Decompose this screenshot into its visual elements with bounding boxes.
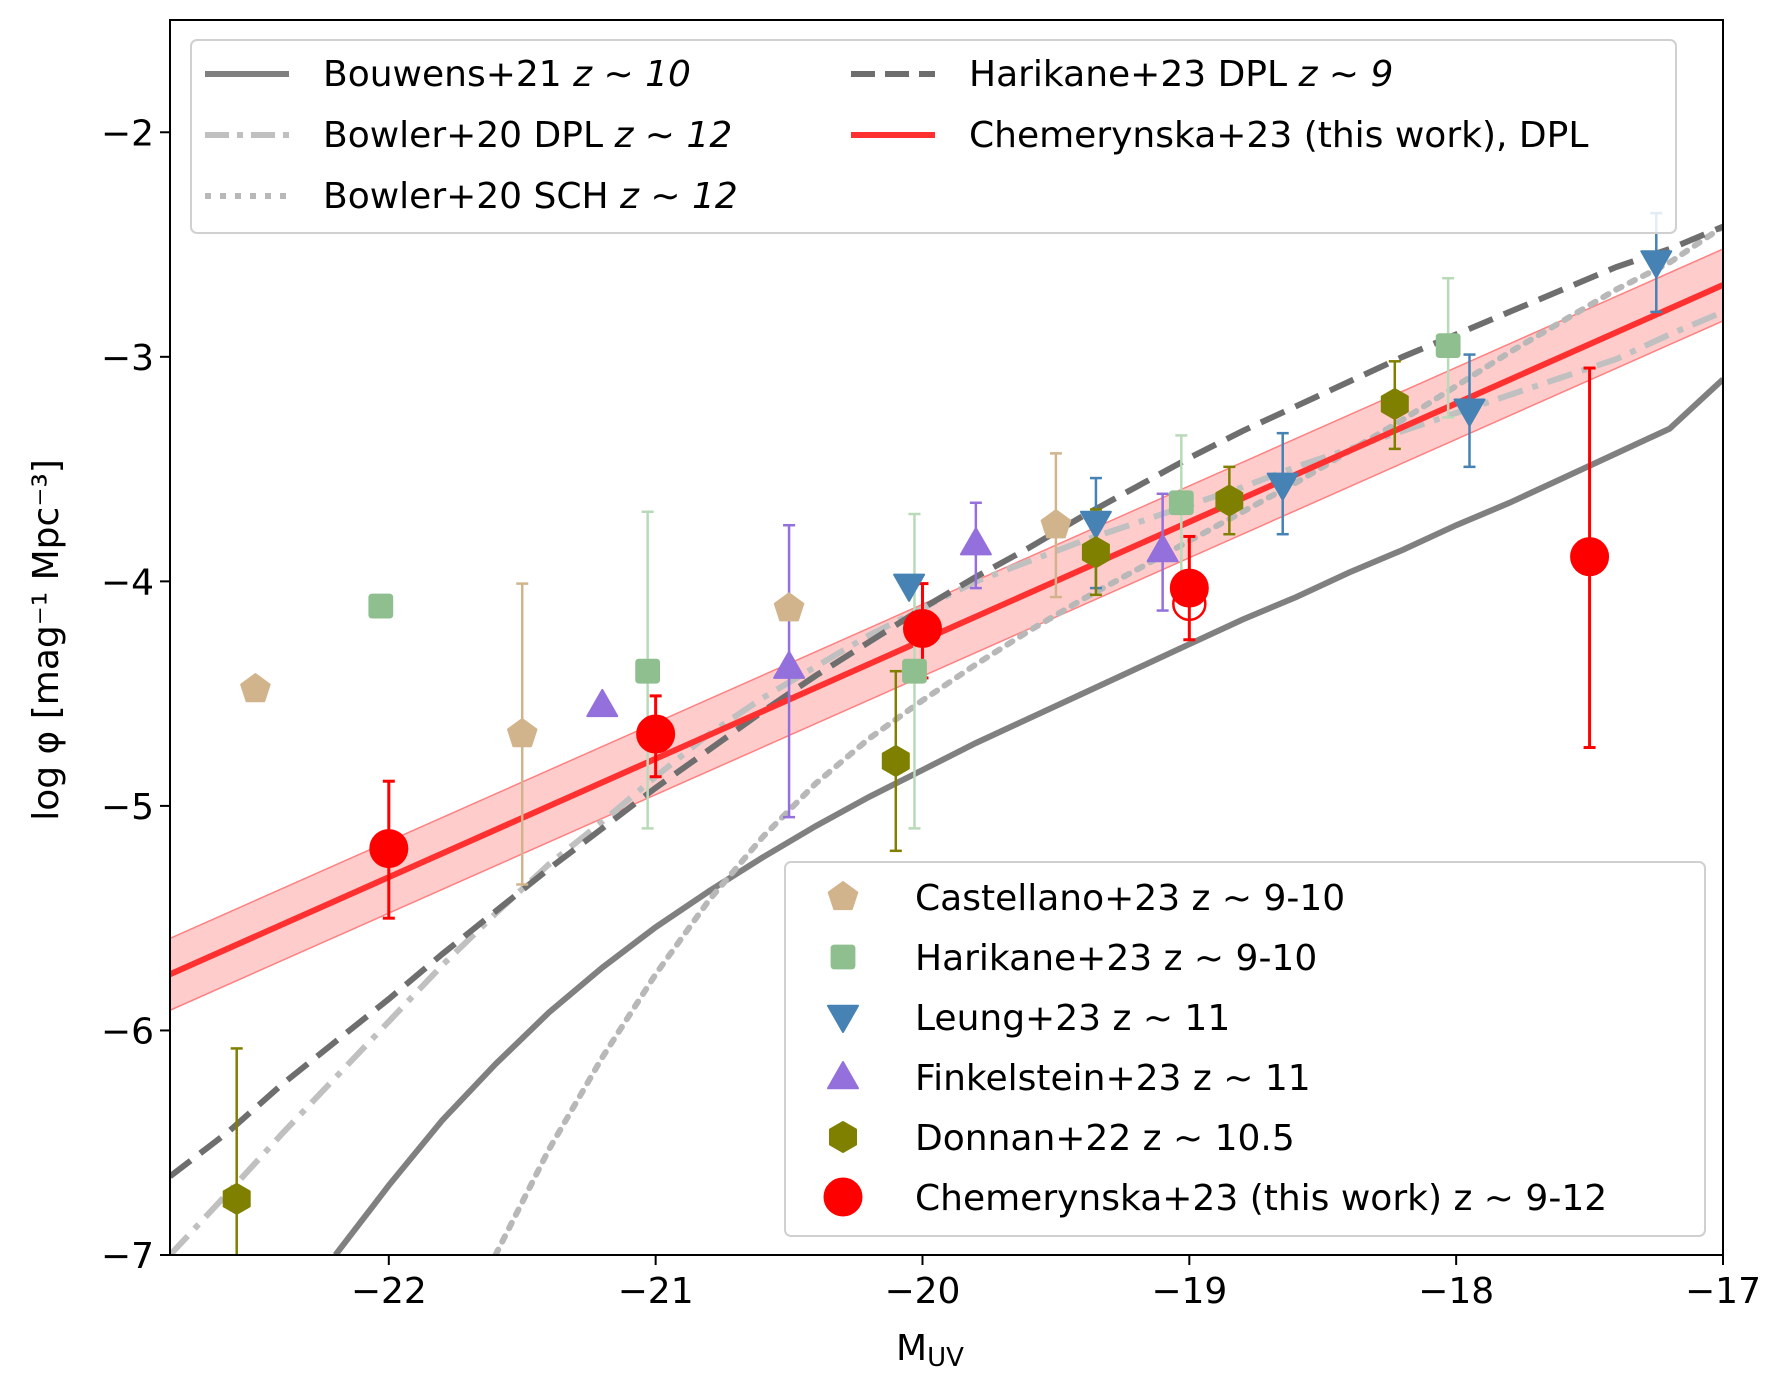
donnan-errorbar (230, 1047, 243, 1255)
chemerynska-legend-marker (823, 1177, 863, 1217)
chemerynska-marker (369, 829, 409, 869)
point-legend: Castellano+23 z ~ 9-10 Harikane+23 z ~ 9-… (784, 861, 1706, 1237)
bowler_sch-curve (492, 223, 1723, 1255)
castellano-marker (507, 718, 538, 748)
x-tick-label: −18 (1418, 1271, 1494, 1312)
y-tick-label: −3 (101, 338, 154, 379)
harikane-legend-marker (830, 944, 856, 970)
finkelstein-marker (1146, 533, 1179, 563)
x-tick-label: −17 (1685, 1271, 1761, 1312)
castellano-legend-marker (827, 881, 859, 911)
castellano-legend-label: Castellano+23 z ~ 9-10 (915, 878, 1345, 919)
y-axis-ticks: −7 −6 −5 −4 −3 −2 (101, 113, 170, 1277)
line-legend: Bouwens+21 z ∼ 10 Bowler+20 DPL z ∼ 12 Bow… (190, 39, 1677, 234)
castellano-marker (1040, 509, 1072, 539)
bowler_sch-legend-label: Bowler+20 SCH z ∼ 12 (323, 176, 738, 217)
donnan-marker (222, 1182, 251, 1215)
x-tick-label: −21 (618, 1271, 694, 1312)
leung-marker (1453, 398, 1486, 427)
chemerynska-marker (1570, 537, 1610, 577)
leung-legend-label: Leung+23 z ~ 11 (915, 998, 1230, 1039)
harikane-marker (368, 593, 394, 619)
finkelstein-marker (586, 688, 619, 718)
castellano-marker (773, 592, 805, 622)
chemerynska-marker (902, 609, 942, 649)
castellano-marker (240, 673, 271, 703)
donnan-marker (1215, 484, 1244, 517)
y-tick-label: −2 (101, 113, 154, 154)
leung-legend-marker (827, 1004, 859, 1033)
x-axis-label-sub: UV (927, 1343, 964, 1373)
x-axis-ticks: −22 −21 −20 −19 −18 −17 (351, 1255, 1761, 1312)
y-tick-label: −7 (101, 1236, 154, 1277)
chem_dpl-legend-label: Chemerynska+23 (this work), DPL (969, 115, 1588, 156)
chemerynska-legend-label: Chemerynska+23 (this work) z ~ 9-12 (915, 1178, 1607, 1219)
leung-marker (1266, 472, 1299, 501)
y-tick-label: −5 (101, 787, 154, 828)
y-tick-label: −6 (101, 1011, 154, 1052)
harikane-legend-label: Harikane+23 z ~ 9-10 (915, 938, 1317, 979)
harikane-marker (902, 658, 927, 684)
harikane-marker (635, 658, 661, 684)
finkelstein-marker (959, 527, 992, 556)
donnan-marker (1081, 536, 1110, 569)
finkelstein-legend-label: Finkelstein+23 z ~ 11 (915, 1058, 1311, 1099)
donnan-marker (881, 745, 910, 777)
x-tick-label: −22 (351, 1271, 427, 1312)
x-tick-label: −19 (1151, 1271, 1227, 1312)
chemerynska-marker (636, 714, 676, 754)
y-axis-label: log φ [mag⁻¹ Mpc⁻³] (26, 459, 67, 821)
x-axis-label: MUV (896, 1328, 964, 1373)
leung-marker (893, 573, 926, 602)
harikane_dpl-legend-label: Harikane+23 DPL z ∼ 9 (969, 54, 1393, 95)
plot-frame (169, 19, 1724, 1256)
x-tick-label: −20 (884, 1271, 960, 1312)
bouwens-legend-label: Bouwens+21 z ∼ 10 (323, 54, 691, 95)
donnan-marker (1380, 388, 1409, 420)
bowler_dpl-legend-label: Bowler+20 DPL z ∼ 12 (323, 115, 732, 156)
harikane_dpl-curve (170, 223, 1723, 1179)
harikane-marker (1435, 333, 1461, 358)
point-legend-frame (784, 861, 1706, 1237)
bouwens-curve (333, 377, 1723, 1255)
donnan-legend-marker (829, 1121, 857, 1153)
finkelstein-marker (773, 650, 806, 679)
leung-marker (1640, 250, 1673, 279)
donnan-legend-label: Donnan+22 z ~ 10.5 (915, 1118, 1295, 1159)
finkelstein-legend-marker (827, 1061, 859, 1090)
chemerynska-open-marker (1172, 586, 1207, 622)
harikane-marker (1168, 490, 1194, 516)
leung-marker (1079, 510, 1112, 539)
y-tick-label: −4 (101, 562, 154, 603)
